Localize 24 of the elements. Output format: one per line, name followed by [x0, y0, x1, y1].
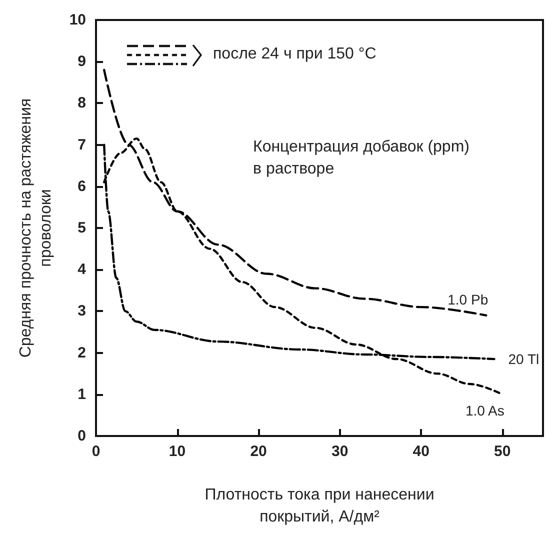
y-tick-label: 4: [78, 261, 87, 278]
y-tick-label: 0: [78, 428, 86, 444]
y-tick-label: 9: [78, 53, 86, 70]
series-label: 1.0 Pb: [448, 291, 488, 308]
y-axis-title: Средняя прочность на растяжения проволоки: [18, 98, 54, 358]
series-label: 1.0 As: [465, 402, 504, 418]
y-tick-label: 8: [78, 94, 86, 112]
y-tick-label: 3: [78, 302, 86, 320]
series-label: 20 Tl: [508, 351, 540, 368]
x-tick-label: 20: [250, 443, 267, 460]
x-tick-label: 50: [494, 443, 511, 460]
annotation: после 24 ч при 150 °C: [213, 46, 376, 62]
y-tick-label: 5: [78, 220, 86, 236]
y-tick-label: 7: [78, 136, 86, 154]
x-tick-label: 10: [168, 443, 186, 460]
y-tick-label: 10: [69, 12, 86, 28]
y-tick-label: 2: [78, 344, 86, 362]
annotation: Концентрация добавок (ppm) в растворе: [253, 138, 470, 178]
x-tick-label: 40: [412, 443, 430, 460]
x-tick-label: 30: [331, 443, 348, 460]
x-tick-label: 0: [92, 443, 100, 460]
x-axis-title: Плотность тока при нанесении покрытий, А/дм²: [204, 486, 434, 526]
y-tick-label: 1: [78, 386, 86, 403]
y-tick-label: 6: [78, 178, 86, 195]
